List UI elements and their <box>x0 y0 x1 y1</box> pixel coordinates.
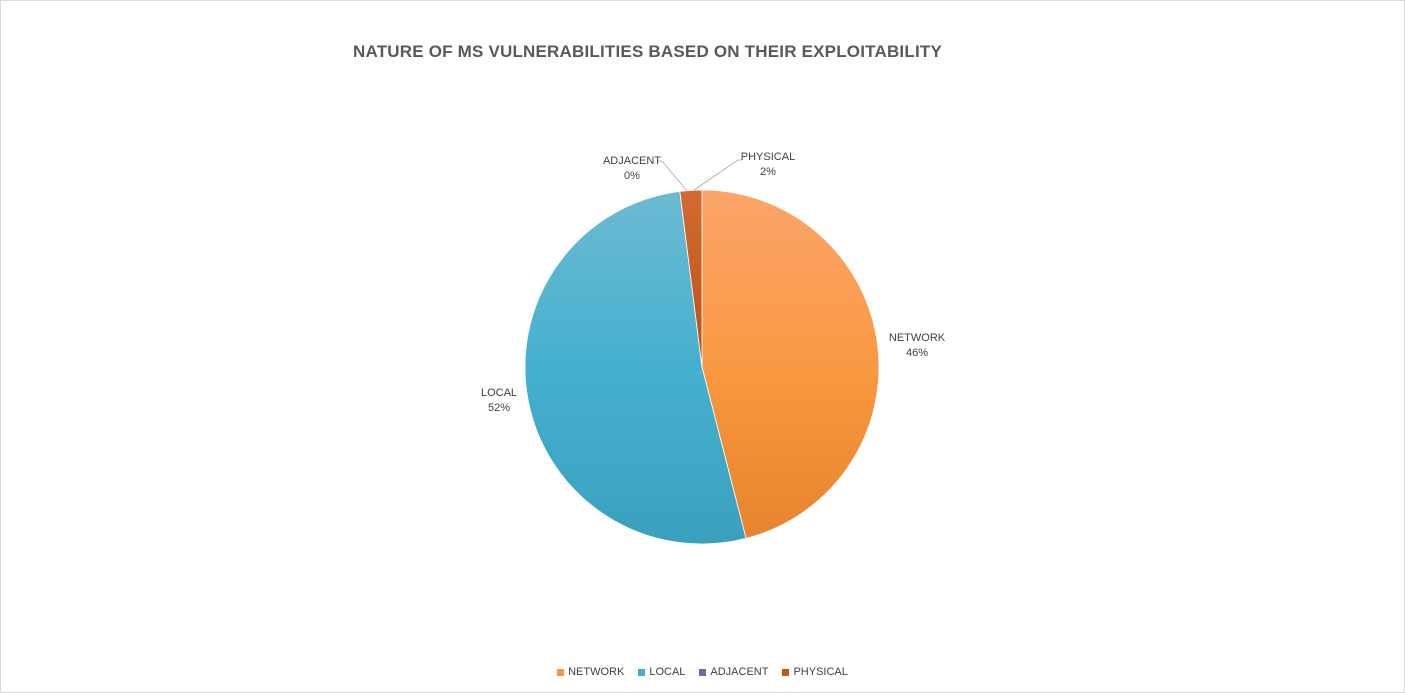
legend-item-local: LOCAL <box>638 666 685 678</box>
pie-slice-network <box>701 189 880 539</box>
legend-item-physical: PHYSICAL <box>782 666 848 678</box>
legend-swatch-adjacent <box>699 668 707 676</box>
legend-item-adjacent: ADJACENT <box>699 666 768 678</box>
data-label-local-name: LOCAL <box>481 387 517 399</box>
data-label-adjacent-name: ADJACENT <box>603 155 661 167</box>
legend-swatch-network <box>557 668 565 676</box>
leader-line-physical <box>693 159 742 191</box>
legend-item-network: NETWORK <box>557 666 624 678</box>
legend-label-adjacent: ADJACENT <box>710 666 769 678</box>
legend-swatch-physical <box>782 668 790 676</box>
chart-legend: NETWORK LOCAL ADJACENT PHYSICAL <box>0 666 1405 678</box>
leader-line-adjacent <box>658 160 688 192</box>
legend-label-network: NETWORK <box>568 666 625 678</box>
data-label-network-name: NETWORK <box>889 332 946 344</box>
data-label-adjacent-value: 0% <box>624 170 640 182</box>
legend-swatch-local <box>638 668 646 676</box>
pie-slice-physical <box>679 189 703 368</box>
legend-label-physical: PHYSICAL <box>793 666 848 678</box>
legend-label-local: LOCAL <box>649 666 686 678</box>
data-label-physical-name: PHYSICAL <box>741 151 795 163</box>
chart-title: NATURE OF MS VULNERABILITIES BASED ON TH… <box>353 42 942 61</box>
data-label-network-value: 46% <box>906 347 928 359</box>
data-label-physical-value: 2% <box>760 166 776 178</box>
data-label-local-value: 52% <box>488 402 510 414</box>
